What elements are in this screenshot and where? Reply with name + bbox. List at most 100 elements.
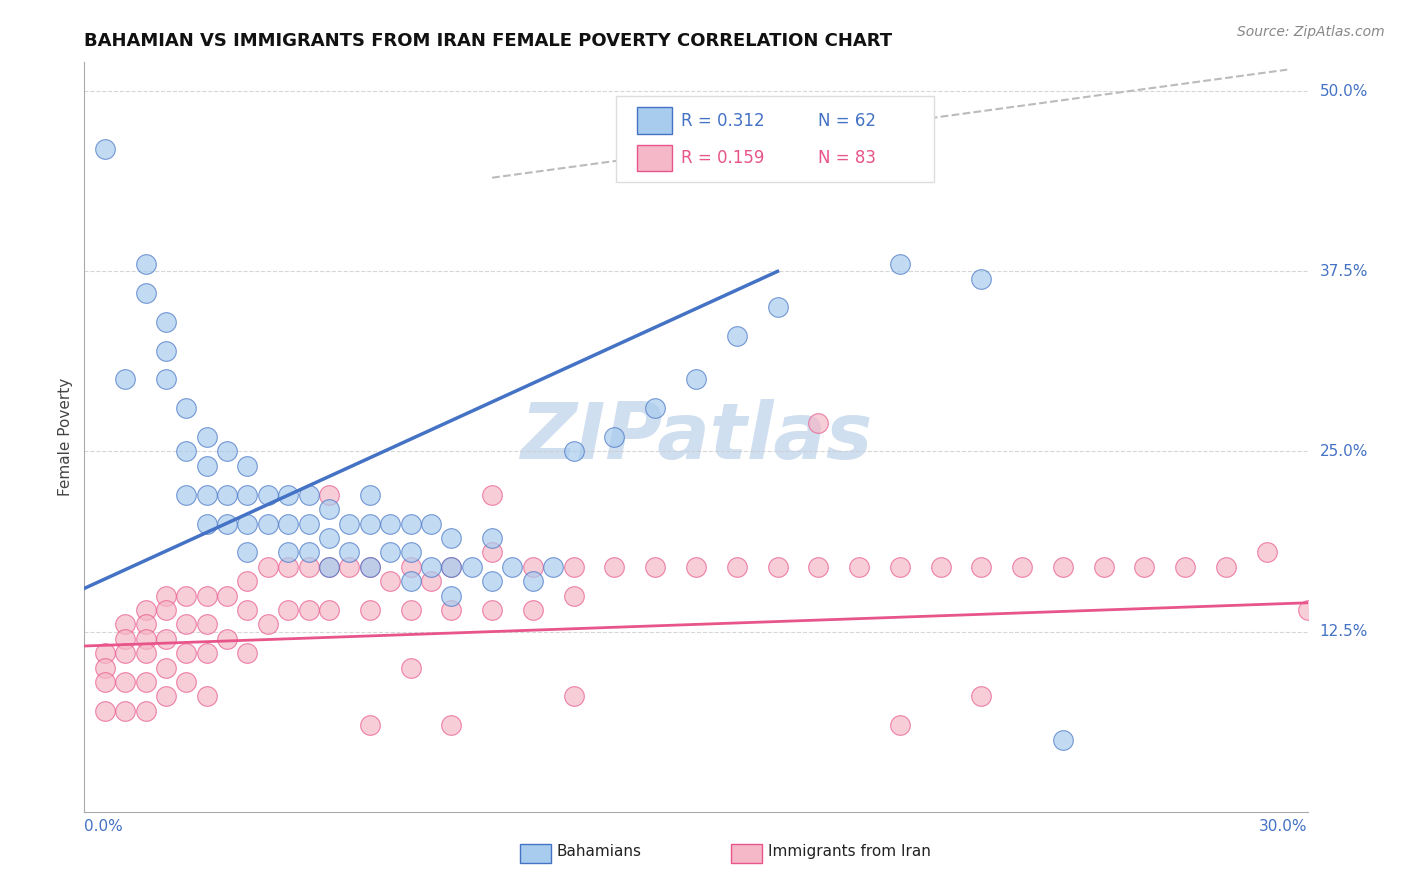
Text: ZIPatlas: ZIPatlas bbox=[520, 399, 872, 475]
Point bbox=[725, 559, 748, 574]
Point bbox=[195, 458, 218, 473]
Point bbox=[481, 545, 503, 559]
Point bbox=[970, 690, 993, 704]
Point bbox=[174, 589, 197, 603]
Point bbox=[359, 559, 381, 574]
Point bbox=[298, 545, 321, 559]
Point bbox=[685, 559, 707, 574]
Point bbox=[318, 531, 340, 545]
Point bbox=[155, 690, 177, 704]
Text: 0.0%: 0.0% bbox=[84, 819, 124, 834]
Point bbox=[359, 559, 381, 574]
Point bbox=[399, 559, 422, 574]
Point bbox=[970, 271, 993, 285]
Point bbox=[277, 488, 299, 502]
Point bbox=[807, 416, 830, 430]
Text: Immigrants from Iran: Immigrants from Iran bbox=[768, 845, 931, 859]
Point bbox=[318, 603, 340, 617]
FancyBboxPatch shape bbox=[637, 145, 672, 171]
Point bbox=[481, 488, 503, 502]
Point bbox=[155, 315, 177, 329]
Point bbox=[277, 603, 299, 617]
Point bbox=[155, 372, 177, 386]
Text: Bahamians: Bahamians bbox=[557, 845, 641, 859]
Point bbox=[217, 444, 239, 458]
Point bbox=[318, 559, 340, 574]
Point bbox=[562, 444, 585, 458]
Point bbox=[603, 559, 626, 574]
Point bbox=[135, 675, 157, 690]
Point bbox=[257, 559, 280, 574]
Point bbox=[1256, 545, 1278, 559]
Point bbox=[236, 516, 259, 531]
Point bbox=[522, 574, 544, 589]
Point bbox=[236, 646, 259, 660]
Point bbox=[217, 632, 239, 646]
Point bbox=[1011, 559, 1033, 574]
Point bbox=[1133, 559, 1156, 574]
Point bbox=[970, 559, 993, 574]
Point bbox=[93, 142, 115, 156]
Point bbox=[644, 401, 666, 416]
Point bbox=[929, 559, 952, 574]
Point bbox=[155, 589, 177, 603]
Point bbox=[685, 372, 707, 386]
Point bbox=[217, 516, 239, 531]
Point bbox=[603, 430, 626, 444]
Text: 50.0%: 50.0% bbox=[1320, 84, 1368, 99]
Point bbox=[522, 603, 544, 617]
Point bbox=[135, 704, 157, 718]
Point bbox=[135, 285, 157, 300]
Text: Source: ZipAtlas.com: Source: ZipAtlas.com bbox=[1237, 25, 1385, 39]
Point bbox=[236, 458, 259, 473]
FancyBboxPatch shape bbox=[637, 107, 672, 134]
Point bbox=[135, 632, 157, 646]
Point bbox=[135, 617, 157, 632]
Point bbox=[339, 516, 361, 531]
Point bbox=[1215, 559, 1237, 574]
Point bbox=[135, 646, 157, 660]
Point bbox=[93, 704, 115, 718]
Point bbox=[440, 559, 463, 574]
Point bbox=[174, 617, 197, 632]
Text: 30.0%: 30.0% bbox=[1260, 819, 1308, 834]
Y-axis label: Female Poverty: Female Poverty bbox=[58, 378, 73, 496]
Point bbox=[217, 589, 239, 603]
Point bbox=[359, 718, 381, 732]
Point bbox=[236, 488, 259, 502]
Point bbox=[236, 574, 259, 589]
Point bbox=[155, 343, 177, 358]
Point bbox=[195, 646, 218, 660]
Point bbox=[380, 574, 402, 589]
Point bbox=[195, 488, 218, 502]
Point bbox=[174, 488, 197, 502]
Point bbox=[155, 632, 177, 646]
Point bbox=[399, 660, 422, 674]
Point bbox=[174, 444, 197, 458]
Point bbox=[399, 516, 422, 531]
Point bbox=[502, 559, 524, 574]
Point bbox=[155, 603, 177, 617]
Point bbox=[440, 531, 463, 545]
Point bbox=[399, 574, 422, 589]
Point bbox=[380, 516, 402, 531]
Point bbox=[277, 559, 299, 574]
Point bbox=[93, 675, 115, 690]
Point bbox=[399, 603, 422, 617]
Point bbox=[420, 516, 443, 531]
Point bbox=[1174, 559, 1197, 574]
Point bbox=[359, 488, 381, 502]
Point bbox=[380, 545, 402, 559]
Point bbox=[562, 559, 585, 574]
Point bbox=[725, 329, 748, 343]
Point bbox=[174, 401, 197, 416]
Point bbox=[277, 516, 299, 531]
Point bbox=[114, 617, 136, 632]
Point bbox=[277, 545, 299, 559]
Point bbox=[522, 559, 544, 574]
Point bbox=[766, 559, 789, 574]
Point bbox=[318, 502, 340, 516]
Text: 25.0%: 25.0% bbox=[1320, 444, 1368, 459]
Point bbox=[195, 430, 218, 444]
Point bbox=[359, 516, 381, 531]
